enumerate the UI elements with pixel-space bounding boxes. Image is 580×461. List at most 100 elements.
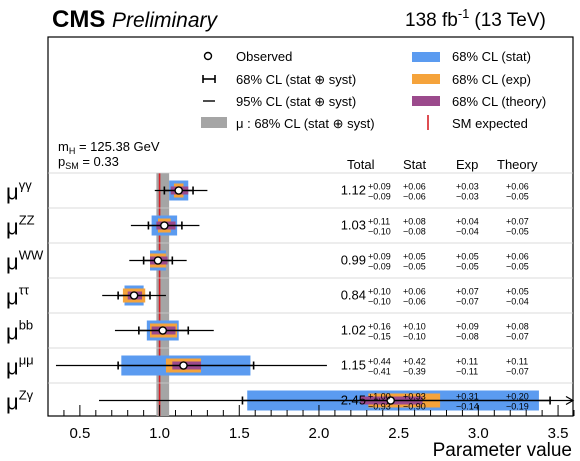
lumi-label: 138 fb-1 (13 TeV): [405, 6, 546, 31]
total-err-plus: +0.09: [368, 182, 391, 192]
col-header-total: Total: [347, 157, 375, 172]
mh-label: mH = 125.38 GeV: [58, 139, 160, 156]
legend-ci68-text: 68% CL (stat ⊕ syst): [236, 72, 356, 87]
parameter-row-0: μγγ 1.12 +0.09−0.09+0.06−0.06+0.03−0.03+0.…: [6, 178, 529, 205]
exp-err-plus: +0.09: [456, 322, 479, 332]
legend-theory-swatch: [412, 96, 440, 106]
total-err-minus: −0.10: [368, 227, 391, 237]
mu-combined-band: [156, 173, 170, 416]
parameter-label: μbb: [6, 318, 33, 345]
exp-err-minus: −0.07: [456, 297, 479, 307]
total-err-plus: +0.44: [368, 357, 391, 367]
parameter-label: μμμ: [6, 353, 34, 380]
exp-err-plus: +0.07: [456, 287, 479, 297]
legend-exp-text: 68% CL (exp): [452, 72, 531, 87]
parameter-row-2: μWW 0.99 +0.09−0.09+0.05−0.05+0.05−0.05+0.…: [6, 248, 529, 275]
total-err-plus: +0.16: [368, 322, 391, 332]
legend: Observed 68% CL (stat ⊕ syst) 95% CL (st…: [201, 49, 546, 131]
exp-err-minus: −0.08: [456, 332, 479, 342]
x-tick-label: 1.0: [149, 425, 170, 442]
total-err-plus: +0.10: [368, 287, 391, 297]
parameter-label: μZγ: [6, 388, 34, 415]
theory-err-minus: −0.05: [506, 192, 529, 202]
observed-point: [158, 326, 168, 335]
col-header-exp: Exp: [456, 157, 478, 172]
exp-err-plus: +0.05: [456, 252, 479, 262]
stat-err-minus: −0.05: [403, 262, 426, 272]
observed-point: [179, 361, 188, 370]
legend-sm-text: SM expected: [452, 116, 528, 131]
plot-layer: μγγ 1.12 +0.09−0.09+0.06−0.06+0.03−0.03+0.…: [6, 172, 575, 442]
status-label: Preliminary: [112, 9, 219, 32]
stat-err-minus: −0.06: [403, 297, 426, 307]
total-err-plus: +1.00: [368, 392, 391, 402]
x-tick-label: 2.5: [388, 425, 409, 442]
legend-mu-band-text: μ : 68% CL (stat ⊕ syst): [236, 116, 375, 131]
total-value: 1.03: [341, 218, 366, 233]
parameter-row-5: μμμ 1.15 +0.44−0.41+0.42−0.39+0.11−0.11+0.…: [6, 353, 529, 380]
total-err-minus: −0.15: [368, 332, 391, 342]
exp-err-plus: +0.11: [456, 357, 478, 367]
total-err-minus: −0.09: [368, 262, 391, 272]
stat-err-minus: −0.90: [403, 402, 426, 412]
psm-label: pSM = 0.33: [58, 154, 119, 171]
stat-err-minus: −0.08: [403, 227, 426, 237]
theory-err-minus: −0.07: [506, 367, 529, 377]
stat-err-minus: −0.39: [403, 367, 426, 377]
parameter-label: μZZ: [6, 213, 35, 240]
col-header-stat: Stat: [403, 157, 427, 172]
parameter-label: μγγ: [6, 178, 32, 205]
exp-err-minus: −0.11: [456, 367, 478, 377]
exp-err-plus: +0.04: [456, 217, 479, 227]
total-value: 2.45: [341, 393, 366, 408]
total-err-minus: −0.09: [368, 192, 391, 202]
parameter-label: μWW: [6, 248, 44, 275]
total-value: 0.84: [341, 288, 366, 303]
total-value: 1.15: [341, 358, 366, 373]
legend-observed-marker: [203, 51, 213, 61]
parameter-row-1: μZZ 1.03 +0.11−0.10 +0.08−0.08 +0.04−0.04 +0.…: [6, 213, 529, 240]
legend-mu-band-swatch: [201, 117, 227, 128]
total-err-minus: −0.41: [368, 367, 391, 377]
observed-point: [160, 221, 169, 230]
observed-point: [129, 291, 139, 300]
theory-err-plus: +0.20: [506, 392, 529, 402]
stat-err-plus: +0.06: [403, 182, 426, 192]
exp-err-minus: −0.03: [456, 192, 479, 202]
x-tick-label: 3.5: [548, 425, 569, 442]
exp-err-minus: −0.04: [456, 227, 479, 237]
total-err-minus: −0.10: [368, 297, 391, 307]
x-tick-label: 3.0: [468, 425, 489, 442]
parameter-row-6: μZγ 2.45 +1.00−0.93 +0.93−0.90 +0.31−0.14 +0.…: [6, 388, 575, 415]
legend-observed-text: Observed: [236, 49, 292, 64]
legend-ci95-text: 95% CL (stat ⊕ syst): [236, 94, 356, 109]
theory-err-plus: +0.06: [506, 182, 529, 192]
legend-exp-swatch: [412, 74, 440, 84]
theory-err-minus: −0.05: [506, 227, 529, 237]
theory-err-minus: −0.19: [506, 402, 529, 412]
x-axis-title: Parameter value: [433, 440, 572, 461]
total-value: 0.99: [341, 253, 366, 268]
exp-err-plus: +0.03: [456, 182, 479, 192]
parameter-row-3: μττ 0.84 +0.10−0.10 +0.06−0.06 +0.07−0.07 +0.…: [6, 283, 529, 310]
observed-point: [174, 186, 184, 195]
exp-err-plus: +0.31: [456, 392, 479, 402]
total-err-plus: +0.11: [368, 217, 390, 227]
stat-err-minus: −0.10: [403, 332, 426, 342]
theory-err-plus: +0.07: [506, 217, 529, 227]
x-tick-label: 2.0: [309, 425, 330, 442]
exp-err-minus: −0.14: [456, 402, 479, 412]
stat-err-minus: −0.06: [403, 192, 426, 202]
x-tick-label: 1.5: [229, 425, 250, 442]
plot-frame: [47, 36, 574, 417]
total-value: 1.12: [341, 183, 366, 198]
stat-err-plus: +0.06: [403, 287, 426, 297]
stat-err-plus: +0.08: [403, 217, 426, 227]
theory-err-plus: +0.05: [506, 287, 529, 297]
legend-stat-swatch: [412, 52, 440, 62]
theory-err-plus: +0.06: [506, 252, 529, 262]
stat-err-plus: +0.05: [403, 252, 426, 262]
ci95-arrow: [565, 395, 575, 406]
total-err-plus: +0.09: [368, 252, 391, 262]
